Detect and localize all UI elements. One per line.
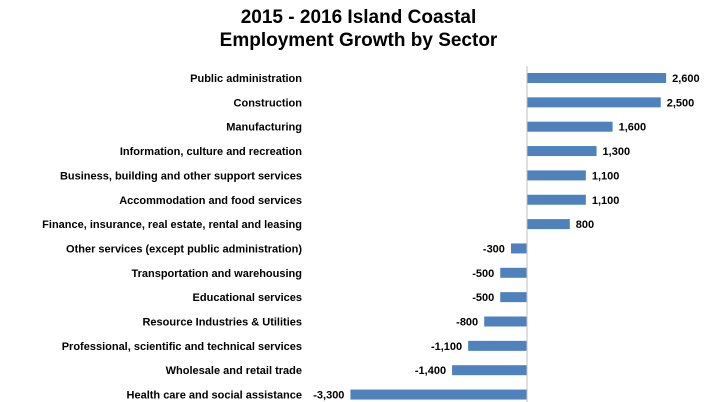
- data-label: 2,600: [672, 73, 700, 85]
- chart-title: 2015 - 2016 Island Coastal Employment Gr…: [0, 6, 717, 52]
- bar: [484, 316, 527, 327]
- bar: [510, 243, 527, 254]
- data-label: 1,100: [592, 170, 620, 182]
- bar: [452, 365, 527, 376]
- bar: [527, 194, 586, 205]
- data-label: -800: [456, 317, 478, 329]
- bar: [500, 292, 527, 303]
- bar: [527, 219, 570, 230]
- bar: [527, 170, 586, 181]
- category-label: Other services (except public administra…: [66, 243, 302, 255]
- category-label: Information, culture and recreation: [120, 146, 302, 158]
- category-label: Business, building and other support ser…: [60, 170, 302, 182]
- data-label: 2,500: [667, 97, 695, 109]
- category-label: Transportation and warehousing: [131, 268, 302, 280]
- category-label: Manufacturing: [226, 122, 302, 134]
- data-label: -300: [483, 243, 505, 255]
- data-label: 1,600: [619, 122, 647, 134]
- chart-title-line-2: Employment Growth by Sector: [219, 30, 498, 51]
- data-label: 1,300: [603, 146, 631, 158]
- bar: [527, 146, 597, 157]
- bar: [527, 73, 667, 83]
- bar: [527, 121, 613, 132]
- data-label: -500: [472, 292, 494, 304]
- category-label: Resource Industries & Utilities: [142, 317, 302, 329]
- bar: [350, 389, 527, 400]
- data-label: -1,100: [431, 341, 462, 353]
- data-label: -500: [472, 268, 494, 280]
- category-label: Finance, insurance, real estate, rental …: [42, 219, 302, 231]
- data-label: 1,100: [592, 195, 620, 207]
- bar: [500, 267, 527, 278]
- category-label: Educational services: [193, 292, 302, 304]
- category-label: Professional, scientific and technical s…: [62, 341, 302, 353]
- chart-title-line-1: 2015 - 2016 Island Coastal: [240, 7, 477, 28]
- bar: [527, 97, 661, 108]
- category-label: Wholesale and retail trade: [166, 365, 302, 377]
- data-label: -1,400: [415, 365, 446, 377]
- data-label: -3,300: [313, 390, 344, 402]
- category-label: Accommodation and food services: [119, 195, 302, 207]
- category-label: Construction: [234, 97, 303, 109]
- bar: [468, 340, 527, 351]
- data-label: 800: [576, 219, 594, 231]
- category-label: Health care and social assistance: [127, 390, 302, 402]
- category-label: Public administration: [190, 73, 302, 85]
